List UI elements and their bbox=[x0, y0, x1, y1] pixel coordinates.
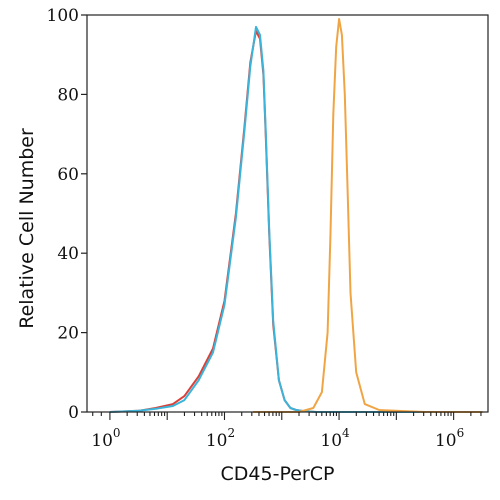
y-tick-label: 20 bbox=[57, 324, 79, 344]
y-axis-ticks: 0 20 40 60 80 100 bbox=[47, 6, 87, 423]
x-axis-title: CD45-PerCP bbox=[221, 463, 335, 485]
y-tick-label: 80 bbox=[57, 85, 79, 105]
histogram-series-2 bbox=[109, 25, 483, 413]
y-tick-label: 40 bbox=[57, 244, 79, 264]
plot-frame bbox=[86, 14, 489, 413]
x-tick-label: 100 bbox=[91, 426, 120, 451]
y-tick-label: 100 bbox=[47, 6, 79, 26]
x-tick-label: 106 bbox=[435, 426, 464, 451]
histogram-series-1 bbox=[109, 29, 483, 413]
histogram-series-3 bbox=[253, 18, 483, 413]
x-axis-ticks: 100 102 104 106 bbox=[91, 412, 482, 451]
x-tick-label: 102 bbox=[206, 426, 235, 451]
x-tick-label: 104 bbox=[320, 426, 350, 451]
y-tick-label: 60 bbox=[57, 165, 79, 185]
y-axis-title: Relative Cell Number bbox=[16, 128, 38, 329]
series-layer bbox=[109, 18, 483, 413]
y-tick-label: 0 bbox=[68, 403, 79, 423]
